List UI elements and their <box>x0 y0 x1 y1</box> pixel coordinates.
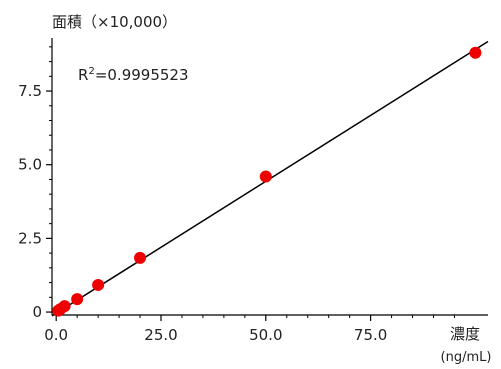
y-axis-title: 面積（×10,000） <box>52 13 177 31</box>
r-squared-prefix: R <box>78 66 88 84</box>
x-axis-unit: (ng/mL) <box>441 350 492 365</box>
x-tick-label: 0.0 <box>44 326 68 344</box>
data-point <box>71 293 84 306</box>
y-tick-label: 2.5 <box>18 229 42 247</box>
data-points <box>52 46 482 317</box>
x-tick-label: 50.0 <box>249 326 282 344</box>
data-point <box>259 170 272 183</box>
y-tick-label: 7.5 <box>18 82 42 100</box>
r-squared-superscript: 2 <box>88 66 94 77</box>
data-point <box>92 278 105 291</box>
x-tick-label: 75.0 <box>354 326 387 344</box>
axes <box>51 38 488 316</box>
x-tick-label: 25.0 <box>144 326 177 344</box>
data-point <box>58 300 71 313</box>
ticks: 0 2.5 5.0 7.5 0.0 25.0 50.0 75.0 <box>18 46 455 344</box>
y-tick-label: 0 <box>32 303 42 321</box>
data-point <box>134 251 147 264</box>
x-axis-title: 濃度 <box>450 325 480 343</box>
r-squared-value: =0.9995523 <box>95 66 189 84</box>
data-point <box>469 46 482 59</box>
r-squared-annotation: R2=0.9995523 <box>78 66 189 84</box>
y-tick-label: 5.0 <box>18 156 42 174</box>
